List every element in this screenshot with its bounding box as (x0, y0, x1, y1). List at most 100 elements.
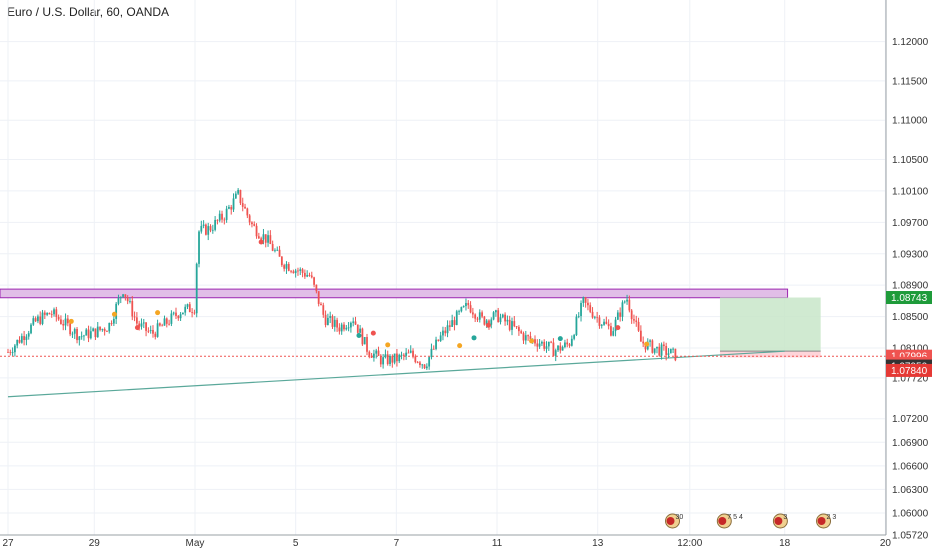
candle-body (140, 323, 143, 327)
candle-body (234, 193, 237, 199)
candle-body (639, 330, 642, 342)
candle-body (598, 317, 601, 326)
candle-body (368, 351, 371, 356)
dot-marker (615, 325, 621, 331)
candle-body (297, 270, 299, 272)
candle-body (352, 321, 355, 323)
dot-marker (155, 310, 161, 316)
time-tick-label: May (186, 538, 205, 549)
candle-body (310, 275, 313, 278)
candle-body (154, 333, 157, 337)
candle-body (94, 328, 97, 338)
chart-title: Euro / U.S. Dollar, 60, OANDA (7, 5, 170, 19)
candle-body (430, 348, 433, 358)
candle-body (474, 314, 477, 319)
candle-body (301, 269, 304, 273)
candle-body (271, 244, 274, 251)
candle-body (221, 213, 223, 220)
candle-body (462, 306, 465, 308)
time-tick-label: 29 (89, 538, 101, 549)
candle-body (343, 324, 345, 330)
event-count: 3 (783, 514, 787, 521)
candle-body (488, 320, 490, 325)
candle-body (407, 352, 410, 354)
candle-body (184, 306, 187, 313)
candle-body (283, 265, 286, 269)
candle-body (216, 219, 219, 221)
price-tick-label: 1.06600 (892, 461, 929, 472)
candle-body (494, 310, 497, 313)
event-marker: 30 (665, 513, 683, 529)
candle-body (209, 226, 212, 231)
candle-body (205, 224, 207, 235)
candle-body (536, 343, 539, 347)
time-tick-label: 5 (293, 538, 299, 549)
candle-body (405, 352, 408, 356)
candle-body (561, 347, 564, 351)
candle-body (129, 300, 131, 302)
candle-body (87, 329, 90, 339)
candle-body (76, 329, 78, 341)
candle-body (637, 321, 640, 331)
candle-body (616, 312, 619, 320)
candle-body (218, 213, 221, 221)
candle-body (11, 352, 14, 354)
candle-body (423, 364, 426, 369)
candle-body (492, 312, 495, 320)
candle-body (255, 225, 258, 237)
price-tag-box (886, 291, 932, 305)
candle-body (251, 222, 253, 225)
candle-body (568, 344, 571, 346)
candle-body (191, 312, 194, 313)
candle-body (165, 318, 168, 324)
candle-body (241, 203, 244, 207)
time-tick-label: 7 (394, 538, 400, 549)
candle-body (23, 336, 26, 341)
price-tick-label: 1.10100 (892, 186, 929, 197)
candle-body (467, 302, 470, 306)
candle-body (662, 344, 665, 347)
candle-body (614, 319, 617, 332)
candle-body (354, 321, 357, 325)
candle-body (612, 331, 615, 336)
candle-body (16, 339, 19, 346)
candle-body (303, 272, 306, 277)
candle-body (649, 340, 651, 342)
candle-body (41, 312, 44, 324)
price-tick-label: 1.11000 (892, 116, 928, 127)
candle-body (584, 297, 587, 303)
candle-body (124, 294, 127, 298)
candle-body (375, 350, 378, 354)
candle-body (122, 294, 124, 297)
candle-body (455, 311, 458, 325)
candle-body (460, 307, 463, 312)
candle-body (607, 323, 610, 327)
price-tick-label: 1.11500 (892, 76, 928, 87)
candle-body (9, 352, 12, 353)
candle-body (642, 341, 645, 344)
candle-body (490, 319, 493, 325)
candle-body (478, 312, 481, 320)
candle-body (163, 318, 166, 326)
candle-body (30, 324, 32, 334)
candle-body (425, 366, 428, 369)
candle-body (481, 312, 483, 317)
candle-body (147, 330, 150, 332)
price-tick-label: 1.12000 (892, 37, 929, 48)
price-tick-label: 1.08900 (892, 281, 929, 292)
candle-body (653, 348, 656, 353)
candle-body (73, 329, 76, 334)
candle-body (228, 207, 230, 209)
candle-body (591, 311, 594, 318)
candle-body (115, 303, 118, 319)
candle-body (554, 350, 557, 356)
candle-body (610, 326, 612, 336)
candle-body (172, 312, 175, 314)
candle-body (635, 320, 638, 322)
price-tick-label: 1.09700 (892, 218, 929, 229)
candle-body (603, 321, 605, 325)
event-count: 7 5 4 (727, 514, 743, 521)
candle-body (363, 337, 366, 345)
